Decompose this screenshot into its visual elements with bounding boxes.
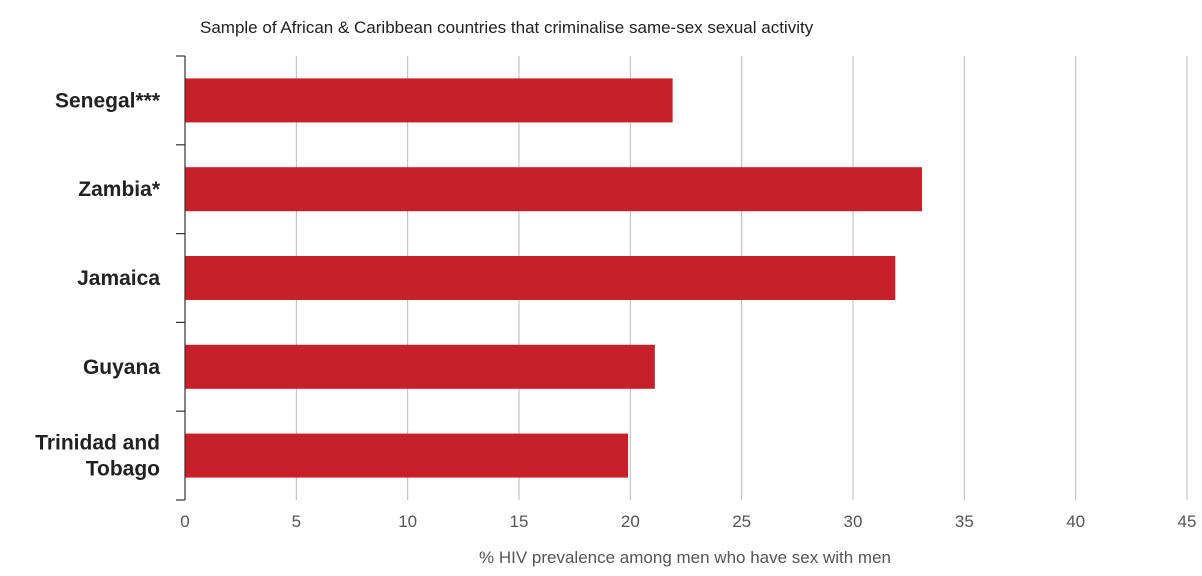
category-label-line: Trinidad and <box>35 432 160 455</box>
x-tick-label: 40 <box>1066 512 1085 531</box>
bar <box>185 167 923 212</box>
category-label: Senegal*** <box>55 89 161 112</box>
x-tick-label: 20 <box>621 512 640 531</box>
category-label-line: Zambia* <box>78 178 161 201</box>
x-tick-label: 10 <box>398 512 417 531</box>
category-label-line: Senegal*** <box>55 89 161 112</box>
x-tick-label: 45 <box>1178 512 1197 531</box>
y-axis <box>176 55 186 501</box>
category-label: Trinidad and Tobago <box>35 432 160 481</box>
x-tick-label: 25 <box>732 512 751 531</box>
bar <box>185 433 629 478</box>
category-labels: Senegal*** Zambia* Jamaica Guyana Trinidad a… <box>35 89 161 480</box>
x-tick-label: 30 <box>844 512 863 531</box>
x-tick-label: 35 <box>955 512 974 531</box>
x-tick-label: 5 <box>292 512 301 531</box>
category-label-line: Tobago <box>86 458 160 481</box>
bar <box>185 344 655 389</box>
bar <box>185 78 673 123</box>
category-label-line: Jamaica <box>77 267 160 290</box>
x-tick-label: 15 <box>510 512 529 531</box>
category-label-line: Guyana <box>83 356 160 379</box>
bar <box>185 256 896 300</box>
x-tick-label: 0 <box>180 512 189 531</box>
bars <box>185 78 923 478</box>
chart-title: Sample of African & Caribbean countries … <box>200 18 814 37</box>
x-tick-labels: 0 5 10 15 20 25 30 35 40 45 <box>180 512 1196 531</box>
x-axis-label: % HIV prevalence among men who have sex … <box>479 548 891 567</box>
category-label: Guyana <box>83 356 160 379</box>
category-label: Zambia* <box>78 178 161 201</box>
category-label: Jamaica <box>77 267 160 290</box>
